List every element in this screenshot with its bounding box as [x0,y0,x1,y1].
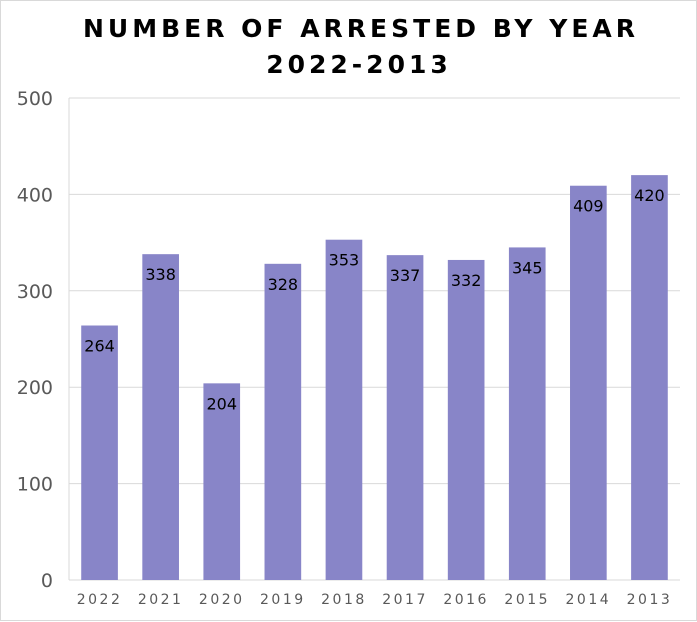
y-tick-label: 400 [17,184,53,206]
x-tick-label-2019: 2019 [260,592,306,608]
x-tick-label-2020: 2020 [199,592,245,608]
data-label-2017: 337 [390,266,421,285]
data-label-2020: 204 [206,394,237,413]
bar-2021 [142,254,179,580]
data-label-2015: 345 [512,258,543,277]
y-tick-label: 100 [17,474,53,496]
x-tick-label-2013: 2013 [627,592,673,608]
bar-2014 [570,185,607,580]
bar-2015 [508,247,546,581]
y-tick-label: 0 [41,570,53,592]
x-tick-label-2022: 2022 [77,592,123,608]
x-tick-label-2021: 2021 [138,592,184,608]
x-tick-label-2017: 2017 [382,592,428,608]
x-tick-label-2016: 2016 [443,592,489,608]
y-tick-label: 500 [17,88,53,110]
x-tick-label-2018: 2018 [321,592,367,608]
data-label-2013: 420 [634,186,665,205]
data-label-2018: 353 [329,251,360,270]
chart-title-line-2: 2022-2013 [266,50,452,79]
data-label-2019: 328 [268,275,299,294]
bar-2018 [325,239,363,580]
y-tick-label: 200 [17,377,53,399]
x-tick-label-2015: 2015 [504,592,550,608]
y-tick-label: 300 [17,281,53,303]
y-axis-tick-labels: 0 100 200 300 400 500 [17,88,53,592]
data-label-2021: 338 [145,265,176,284]
bar-2013 [631,175,668,580]
data-label-2014: 409 [573,197,604,216]
x-axis-tick-labels: 2022 2021 2020 2019 2018 2017 2016 2015 2014 2013 [77,592,673,608]
data-label-2016: 332 [451,271,482,290]
bar-data-labels: 264 338 204 328 353 337 332 345 409 420 [84,186,664,413]
bar-2022 [81,325,118,580]
bar-2017 [386,255,424,580]
bar-2020 [203,383,241,580]
data-label-2022: 264 [84,337,115,356]
chart-title-line-1: NUMBER OF ARRESTED BY YEAR [83,14,639,43]
x-tick-label-2014: 2014 [566,592,612,608]
bars [81,175,668,581]
bar-2016 [447,259,485,580]
bar-2019 [264,263,302,580]
